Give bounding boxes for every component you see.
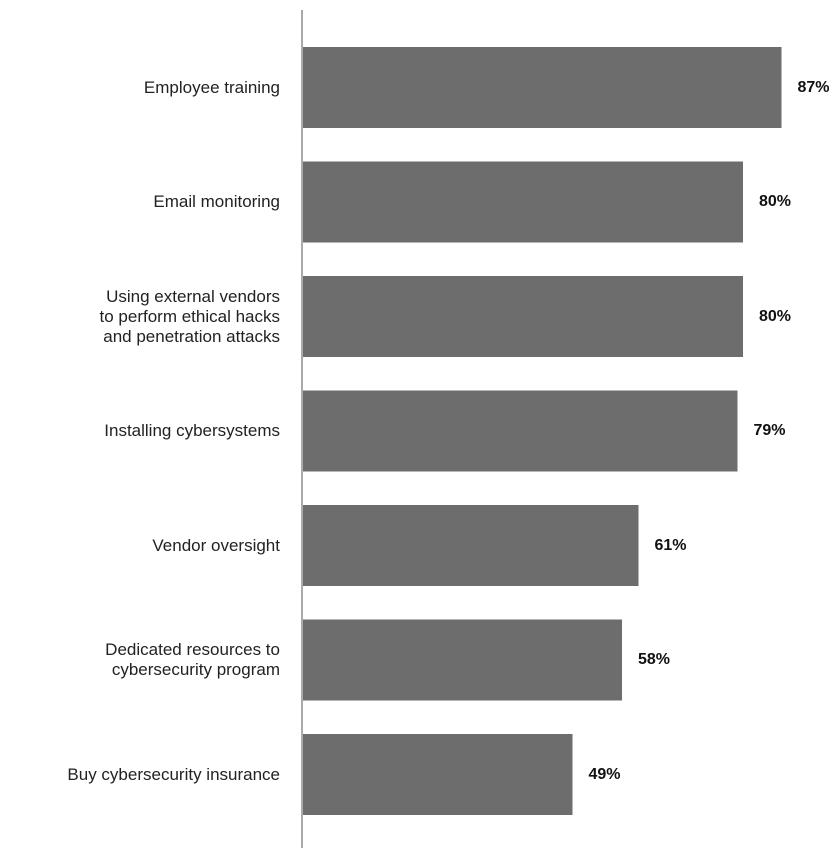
category-label-6: Dedicated resources to cybersecurity pro… [105,640,280,679]
value-label-1: 87% [797,78,830,96]
value-label-5: 61% [654,536,687,554]
category-label-7: Buy cybersecurity insurance [67,764,280,784]
bar-3 [303,276,743,357]
category-label-2: Email monitoring [153,192,280,211]
category-label-4: Installing cybersystems [104,421,280,440]
category-label-1: Employee training [143,77,280,97]
value-label-3: 80% [759,307,792,325]
value-label-4: 79% [753,422,786,439]
bar-7 [303,734,573,815]
value-label-7: 49% [588,765,621,783]
value-label-6: 58% [638,651,671,668]
category-label-5: Vendor oversight [152,535,280,555]
bar-2 [303,161,743,243]
bar-1 [303,47,782,128]
bar-4 [303,390,738,472]
category-label-3: Using external vendors to perform ethica… [99,286,280,346]
bar-5 [303,505,639,586]
value-label-2: 80% [759,193,792,210]
bar-6 [303,619,622,701]
